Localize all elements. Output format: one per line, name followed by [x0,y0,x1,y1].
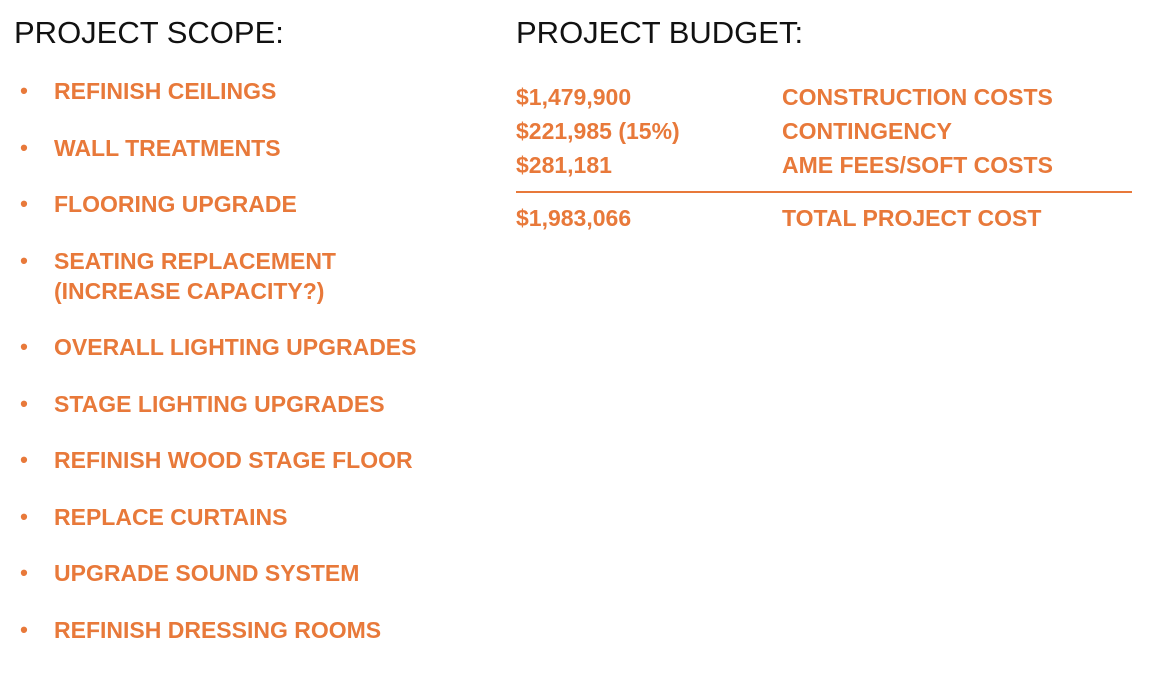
bullet-icon: • [20,447,28,472]
scope-item-label: REFINISH WOOD STAGE FLOOR [54,447,413,473]
budget-amount: $221,985 (15%) [516,118,680,144]
total-label: TOTAL PROJECT COST [782,205,1042,231]
scope-item-label: REFINISH DRESSING ROOMS [54,616,382,643]
scope-item-label: UPGRADE SOUND SYSTEM [54,560,360,586]
budget-row-contingency: $221,985 (15%) CONTINGENCY [516,114,1132,148]
scope-item-refinish-ceilings: • REFINISH CEILINGS [14,76,494,106]
bullet-icon: • [20,390,28,416]
budget-label: AME FEES/SOFT COSTS [782,152,1053,178]
scope-item-stage-lighting: • STAGE LIGHTING UPGRADES [14,389,494,419]
bullet-icon: • [20,191,28,216]
scope-item-seating-replacement: • SEATING REPLACEMENT (INCREASE CAPACITY… [14,246,494,306]
scope-item-wall-treatments: • WALL TREATMENTS [14,133,494,163]
scope-item-label: REFINISH CEILINGS [54,78,277,104]
project-scope-list: • REFINISH CEILINGS • WALL TREATMENTS • … [14,76,494,671]
bullet-icon: • [20,78,28,103]
total-amount: $1,983,066 [516,205,632,231]
scope-item-sublabel: (INCREASE CAPACITY?) [54,277,325,304]
scope-item-sound-system: • UPGRADE SOUND SYSTEM [14,558,494,588]
bullet-icon: • [20,616,28,642]
budget-amount: $1,479,900 [516,84,632,110]
bullet-icon: • [20,134,28,160]
scope-item-flooring-upgrade: • FLOORING UPGRADE [14,189,494,219]
project-budget-heading: PROJECT BUDGET: [516,15,804,50]
scope-item-label: WALL TREATMENTS [54,134,281,161]
budget-row-soft-costs: $281,181 AME FEES/SOFT COSTS [516,148,1132,182]
budget-label: CONSTRUCTION COSTS [782,84,1053,110]
scope-item-label: STAGE LIGHTING UPGRADES [54,390,385,417]
scope-item-label: FLOORING UPGRADE [54,191,297,217]
project-scope-heading: PROJECT SCOPE: [14,15,284,50]
budget-label: CONTINGENCY [782,118,952,144]
bullet-icon: • [20,334,28,359]
budget-row-construction: $1,479,900 CONSTRUCTION COSTS [516,80,1132,114]
scope-item-label: REPLACE CURTAINS [54,503,288,530]
budget-amount: $281,181 [516,152,612,178]
bullet-icon: • [20,503,28,529]
scope-item-overall-lighting: • OVERALL LIGHTING UPGRADES [14,332,494,362]
scope-item-label: OVERALL LIGHTING UPGRADES [54,334,417,360]
scope-item-dressing-rooms: • REFINISH DRESSING ROOMS [14,615,494,645]
bullet-icon: • [20,247,28,273]
bullet-icon: • [20,560,28,585]
budget-table: $1,479,900 CONSTRUCTION COSTS $221,985 (… [516,80,1132,235]
total-divider [516,191,1132,193]
scope-item-label: SEATING REPLACEMENT [54,247,336,274]
budget-row-total: $1,983,066 TOTAL PROJECT COST [516,201,1132,235]
scope-item-replace-curtains: • REPLACE CURTAINS [14,502,494,532]
scope-item-wood-stage-floor: • REFINISH WOOD STAGE FLOOR [14,445,494,475]
